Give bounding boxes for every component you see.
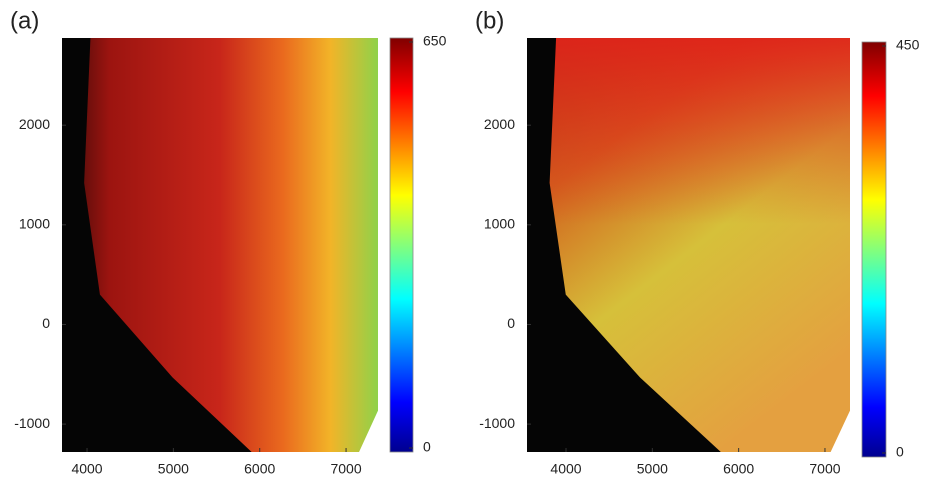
x-tick-label: 5000 (158, 461, 189, 477)
y-tick-label: 0 (42, 315, 50, 331)
y-tick-label: -1000 (14, 415, 50, 431)
colorbar (389, 37, 414, 453)
masked-region (62, 38, 252, 452)
colorbar-tick-label: 650 (423, 33, 447, 49)
x-tick-label: 6000 (723, 461, 754, 477)
y-tick-label: -1000 (479, 415, 515, 431)
colorbar-tick-label: 450 (896, 37, 920, 53)
colorbar (861, 41, 887, 458)
panels: 4000 5000 6000 7000 -1000 0 1000 2000 0 650 (a) 400… (10, 7, 920, 476)
x-tick-label: 7000 (330, 461, 361, 477)
y-tick-label: 1000 (19, 216, 50, 232)
x-tick-label: 5000 (637, 461, 668, 477)
heatmap-overlay (527, 38, 850, 225)
x-tick-label: 4000 (550, 461, 581, 477)
colorbar-tick-label: 0 (896, 444, 904, 460)
panel-label: (a) (10, 7, 39, 34)
y-tick-label: 1000 (484, 216, 515, 232)
masked-corner (830, 410, 850, 452)
colorbar-tick-label: 0 (423, 439, 431, 455)
panel-label: (b) (475, 7, 504, 34)
y-tick-label: 2000 (19, 116, 50, 132)
x-tick-label: 4000 (71, 461, 102, 477)
y-tick-label: 0 (507, 315, 515, 331)
y-tick-label: 2000 (484, 116, 515, 132)
masked-corner (359, 410, 378, 452)
masked-region (527, 38, 721, 452)
x-tick-label: 6000 (244, 461, 275, 477)
x-tick-label: 7000 (809, 461, 840, 477)
